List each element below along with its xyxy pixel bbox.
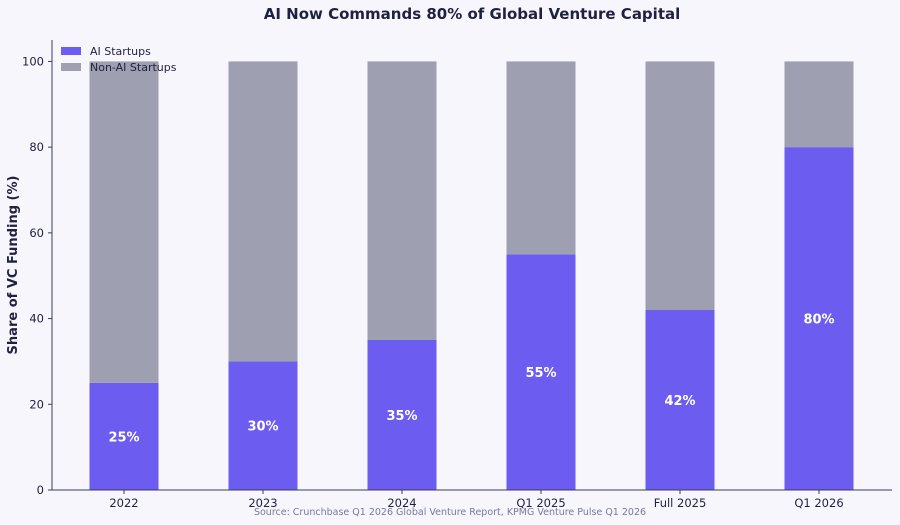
bar-value-label: 35% (386, 409, 417, 424)
bar-value-label: 25% (108, 430, 139, 445)
y-tick-label: 40 (29, 312, 44, 326)
x-tick-label: 2022 (109, 496, 138, 510)
bar-non-ai-startups-0 (89, 61, 159, 383)
y-tick-label: 80 (29, 140, 44, 154)
bar-non-ai-startups-1 (228, 61, 298, 362)
axes-layer: 0 20 40 60 80 100 2022 2023 2024 Q1 2025 Full 2025… (22, 40, 892, 510)
bar-ai-startups-1 (228, 361, 298, 490)
legend-label: Non-AI Startups (90, 61, 177, 74)
y-tick-label: 100 (22, 54, 44, 68)
bars-layer: 25% 30% 35% 55% 42% 80% (89, 61, 854, 490)
y-axis-label: Share of VC Funding (%) (6, 176, 21, 355)
x-tick-label: 2024 (387, 496, 416, 510)
bar-non-ai-startups-5 (784, 61, 854, 148)
bar-non-ai-startups-3 (506, 61, 576, 255)
legend-label: AI Startups (90, 45, 151, 58)
y-tick-label: 0 (37, 483, 44, 497)
bar-value-label: 30% (247, 420, 278, 435)
bar-value-label: 42% (664, 394, 695, 409)
legend-swatch (61, 63, 81, 71)
x-tick-label: 2023 (248, 496, 277, 510)
x-tick-label: Q1 2026 (794, 496, 843, 510)
x-tick-label: Q1 2025 (516, 496, 565, 510)
source-note: Source: Crunchbase Q1 2026 Global Ventur… (254, 507, 646, 518)
bar-non-ai-startups-4 (645, 61, 715, 310)
bar-non-ai-startups-2 (367, 61, 437, 341)
legend-swatch (61, 47, 81, 55)
bar-ai-startups-2 (367, 340, 437, 490)
x-tick-label: Full 2025 (654, 496, 707, 510)
bar-value-label: 55% (525, 366, 556, 381)
y-tick-label: 60 (29, 226, 44, 240)
bar-ai-startups-5 (784, 147, 854, 490)
chart-title: AI Now Commands 80% of Global Venture Ca… (264, 5, 681, 23)
bar-ai-startups-0 (89, 382, 159, 490)
legend: AI Startups Non-AI Startups (61, 45, 177, 74)
y-tick-label: 20 (29, 397, 44, 411)
bar-ai-startups-4 (645, 310, 715, 490)
bar-value-label: 80% (803, 313, 834, 328)
bar-ai-startups-3 (506, 254, 576, 490)
